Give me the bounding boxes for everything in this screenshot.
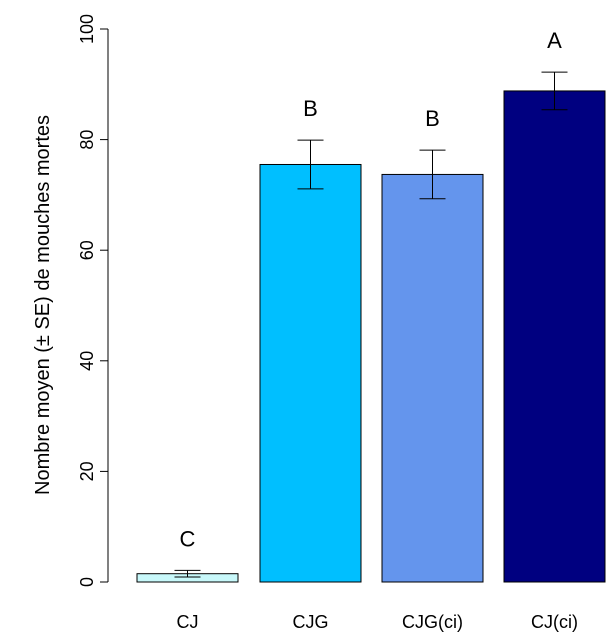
significance-letter: C — [180, 526, 196, 551]
x-tick-label: CJ(ci) — [531, 612, 578, 632]
x-tick-labels: CJ CJG CJG(ci) CJ(ci) — [177, 612, 579, 632]
x-tick-label: CJG(ci) — [402, 612, 463, 632]
y-tick-label: 0 — [77, 577, 97, 587]
y-tick-label: 20 — [77, 461, 97, 481]
x-tick-label: CJ — [177, 612, 199, 632]
bar — [381, 173, 484, 583]
bar — [259, 163, 362, 583]
significance-letter: B — [425, 106, 440, 131]
bars-group: C B B A — [136, 28, 606, 583]
bar — [503, 90, 606, 583]
y-tick-label: 60 — [77, 240, 97, 260]
y-tick-label: 80 — [77, 130, 97, 150]
y-tick-label: 100 — [77, 14, 97, 44]
significance-letter: A — [547, 28, 562, 53]
y-axis: 0 20 40 60 80 100 — [77, 14, 109, 587]
y-tick-label: 40 — [77, 351, 97, 371]
y-axis-label: Nombre moyen (± SE) de mouches mortes — [32, 115, 54, 495]
x-tick-label: CJG — [293, 612, 329, 632]
significance-letter: B — [303, 96, 318, 121]
